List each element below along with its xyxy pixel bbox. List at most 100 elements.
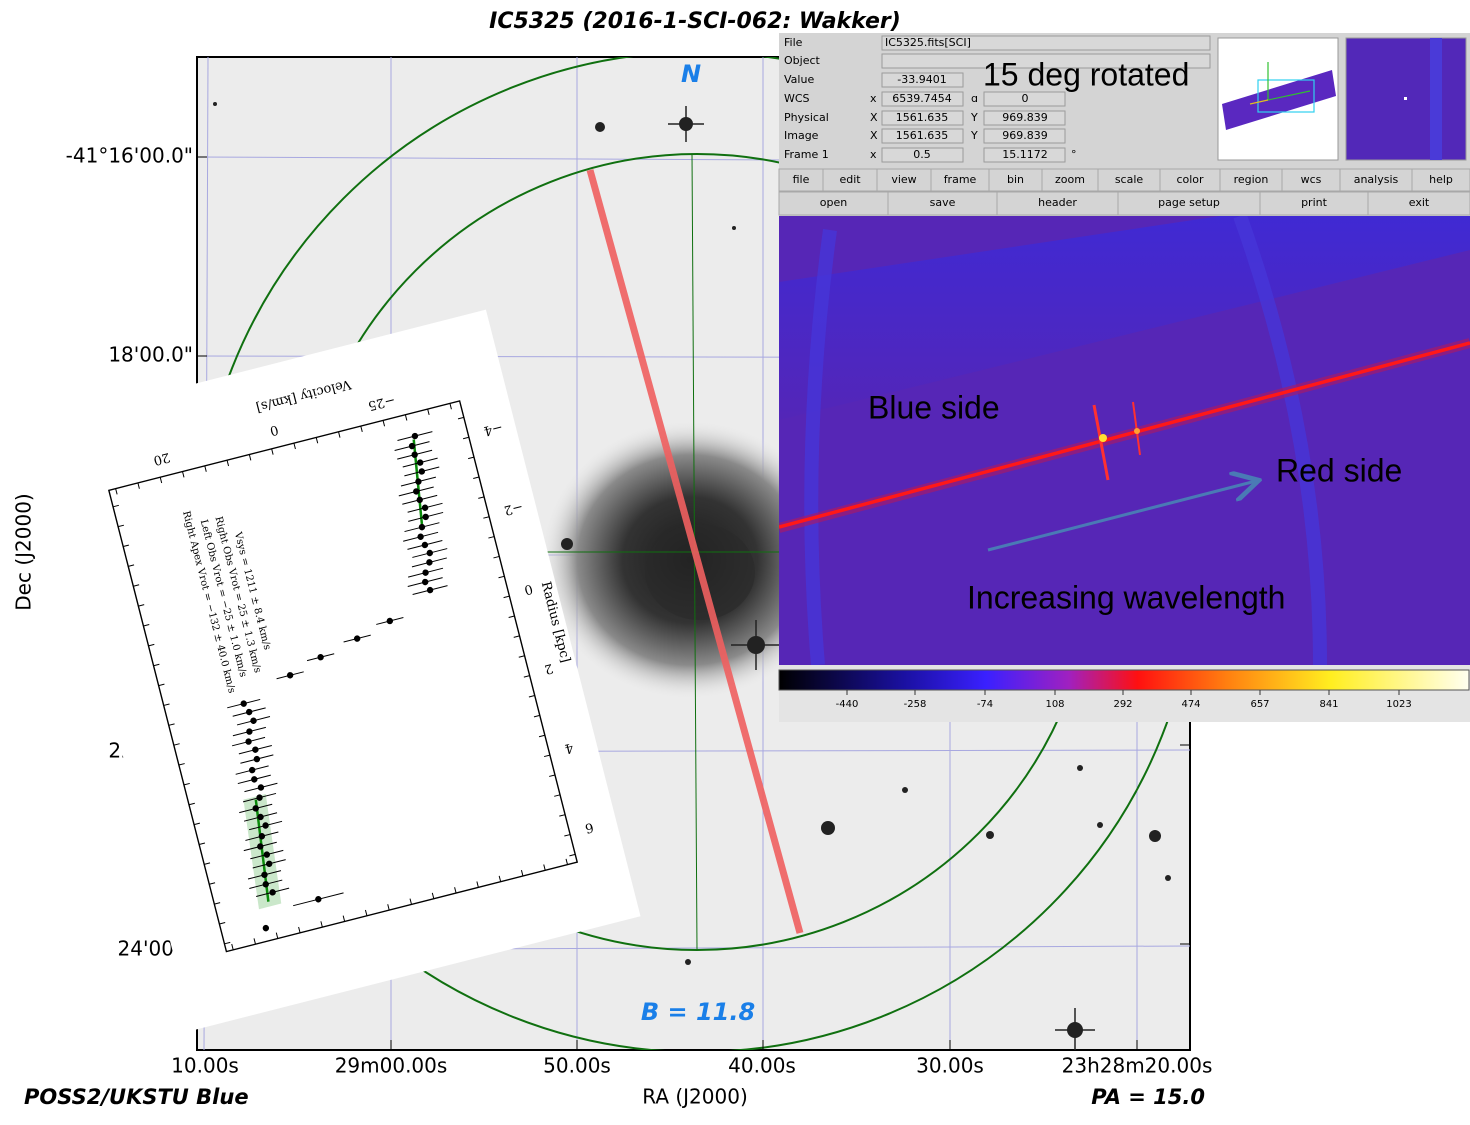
- ra-tick-labels: 10.00s 29m00.00s 50.00s 40.00s 30.00s 23h28m2…: [171, 1054, 1212, 1078]
- inset-tick: [123, 544, 130, 548]
- inset-tick: [209, 882, 216, 885]
- menu-label[interactable]: region: [1234, 173, 1269, 186]
- colorbar-label: 841: [1319, 699, 1338, 710]
- menu-label[interactable]: bin: [1007, 173, 1024, 186]
- inset-tick: [431, 892, 435, 899]
- colorbar: [778, 669, 1470, 691]
- colorbar-label: 1023: [1386, 699, 1411, 710]
- inset-tick: [231, 943, 234, 950]
- inset-point: [415, 478, 422, 485]
- inset-tick: [508, 615, 515, 619]
- inset-point: [262, 881, 269, 888]
- field-box: [881, 72, 964, 88]
- inset-y-tick-label: 6: [583, 819, 595, 836]
- action-label[interactable]: save: [930, 196, 956, 209]
- action-button[interactable]: [1367, 191, 1470, 216]
- menu-label[interactable]: analysis: [1354, 173, 1399, 186]
- inset-point: [250, 717, 257, 724]
- inset-point: [417, 533, 424, 540]
- action-label[interactable]: page setup: [1158, 196, 1220, 209]
- wavelength-note: Increasing wavelength: [967, 579, 1285, 615]
- inset-tick: [559, 814, 566, 817]
- colorbar-labels: -440 -258 -74 108 292 474 657 841 1023: [836, 690, 1412, 710]
- inset-tick: [173, 743, 180, 746]
- ra-tick-label: 40.00s: [728, 1054, 796, 1078]
- field-box: [881, 53, 1211, 69]
- inset-tick: [554, 794, 561, 797]
- colorbar-label: 474: [1181, 699, 1200, 710]
- inset-tick: [320, 921, 323, 928]
- wavelength-arrow: [987, 481, 1256, 552]
- inset-tick: [523, 675, 530, 678]
- field-box: [983, 91, 1066, 107]
- field-axis: X: [870, 111, 878, 124]
- menu-label[interactable]: view: [891, 173, 916, 186]
- field-label: Physical: [784, 111, 829, 124]
- menu-button[interactable]: [1411, 168, 1470, 192]
- inset-frame: [108, 400, 579, 953]
- inset-tick: [454, 887, 457, 894]
- inset-tick: [315, 437, 319, 444]
- inset-tick: [409, 898, 412, 905]
- field-label: Frame 1: [784, 148, 829, 161]
- inset-tick: [549, 774, 556, 777]
- info-panel: File IC5325.fits[SCI] Object Value -33.9…: [784, 35, 1467, 163]
- inset-tick: [528, 695, 535, 698]
- inset-point: [426, 559, 433, 566]
- menu-label[interactable]: help: [1429, 173, 1453, 186]
- action-label[interactable]: header: [1038, 196, 1077, 209]
- inset-tick: [457, 416, 464, 420]
- menu-label[interactable]: color: [1176, 173, 1204, 186]
- inset-point: [252, 746, 259, 753]
- action-label[interactable]: print: [1301, 196, 1328, 209]
- menu-label[interactable]: edit: [839, 173, 861, 186]
- inset-tick: [473, 476, 480, 479]
- field-value: 969.839: [1002, 111, 1048, 124]
- inset-point: [263, 851, 271, 858]
- inset-point: [286, 672, 294, 679]
- inset-tick: [520, 870, 524, 877]
- ds9-image: [779, 216, 1470, 665]
- inset-tick: [115, 488, 118, 495]
- dec-axis-label: Dec (J2000): [12, 493, 36, 610]
- field-box: [881, 147, 964, 163]
- field-label: File: [784, 36, 803, 49]
- field-label: Object: [784, 54, 821, 67]
- inset-tick: [153, 663, 160, 667]
- inset-tick: [226, 460, 230, 467]
- inset-y-tick-label: 0: [522, 580, 534, 597]
- field-box: [983, 128, 1066, 144]
- dec-tick-label: -41°16'00.0": [66, 144, 193, 168]
- menu-label[interactable]: frame: [944, 173, 977, 186]
- inset-tick: [569, 853, 576, 857]
- colorbar-label: 657: [1250, 699, 1269, 710]
- inset-y-tick-label: 4: [563, 739, 575, 756]
- position-angle: PA = 15.0: [1091, 1085, 1205, 1109]
- inset-point: [258, 833, 266, 840]
- menu-label[interactable]: scale: [1115, 173, 1144, 186]
- inset-tick: [483, 516, 490, 519]
- menu-label[interactable]: file: [793, 173, 810, 186]
- inset-x-tick-label: 20: [152, 449, 172, 468]
- menu-label[interactable]: wcs: [1301, 173, 1322, 186]
- inset-tick: [178, 763, 185, 766]
- inset-point: [411, 451, 418, 458]
- inset-tick: [293, 443, 296, 450]
- inset-point: [408, 442, 416, 450]
- dec-tick-labels: -41°16'00.0"18'00.0"22'00.0"24'00.0: [66, 144, 193, 961]
- inset-tick: [468, 456, 475, 460]
- inset-point: [245, 738, 252, 745]
- inset-tick: [275, 932, 279, 939]
- field-value: 1561.635: [896, 111, 949, 124]
- colorbar-label: -74: [977, 699, 993, 710]
- action-label[interactable]: open: [820, 196, 847, 209]
- field-box: [983, 147, 1066, 163]
- inset-point: [269, 889, 276, 896]
- action-label[interactable]: exit: [1409, 196, 1430, 209]
- inset-tick: [498, 575, 505, 579]
- inset-point: [240, 700, 247, 707]
- field-value: 0.5: [913, 148, 931, 161]
- field-box: [881, 35, 1211, 51]
- field-value: -33.9401: [897, 73, 946, 86]
- menu-label[interactable]: zoom: [1055, 173, 1085, 186]
